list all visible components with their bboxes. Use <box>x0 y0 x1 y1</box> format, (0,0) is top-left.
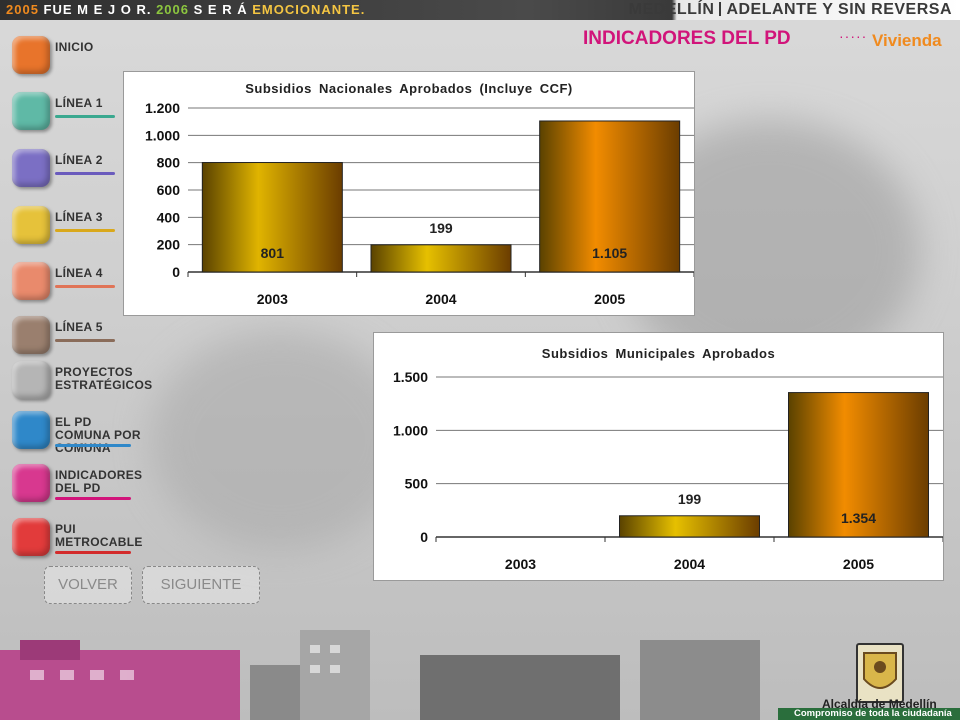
y-tick-label: 1.000 <box>145 127 180 143</box>
sidebar-item-linea-5[interactable]: LÍNEA 5 <box>12 316 147 360</box>
sidebar-item-indicadores[interactable]: INDICADORES DEL PD <box>12 464 147 508</box>
nav-underline <box>55 444 131 447</box>
nav-button-icon <box>12 149 50 187</box>
sidebar-item-label: LÍNEA 3 <box>55 210 103 224</box>
sidebar-item-label: LÍNEA 5 <box>55 320 103 334</box>
x-tick-label: 2005 <box>594 291 625 307</box>
slogan-year-2005: 2005 <box>6 2 39 17</box>
nav-underline <box>55 285 115 288</box>
next-button[interactable]: SIGUIENTE <box>142 566 260 604</box>
nav-button-icon <box>12 361 50 399</box>
background-photo-crowd <box>150 330 410 550</box>
bar-2005 <box>539 120 681 273</box>
city-illustration <box>0 630 760 720</box>
slogan: 2005 FUE M E J O R. 2006 S E R Á EMOCION… <box>6 2 365 17</box>
brand-title: MEDELLÍN ADELANTE Y SIN REVERSA <box>629 1 952 19</box>
logo-tagline-strip: Compromiso de toda la ciudadanía <box>778 708 960 720</box>
sidebar-item-inicio[interactable]: INICIO <box>12 36 147 80</box>
x-tick-label: 2004 <box>425 291 456 307</box>
slogan-text-2: S E R Á <box>193 2 248 17</box>
sidebar-item-label: INDICADORES DEL PD <box>55 468 143 495</box>
sidebar-item-label: PUI METROCABLE <box>55 522 143 549</box>
sidebar-item-label: LÍNEA 1 <box>55 96 103 110</box>
y-tick-label: 200 <box>157 237 181 253</box>
sidebar-item-proyectos-estrategicos[interactable]: PROYECTOS ESTRATÉGICOS <box>12 361 153 405</box>
data-label-2003: 801 <box>261 245 285 261</box>
sidebar-item-linea-1[interactable]: LÍNEA 1 <box>12 92 147 136</box>
sidebar-item-linea-2[interactable]: LÍNEA 2 <box>12 149 147 193</box>
sidebar-item-label: LÍNEA 4 <box>55 266 103 280</box>
page-subtitle: Vivienda <box>872 31 942 50</box>
nav-button-icon <box>12 316 50 354</box>
sidebar-item-label: LÍNEA 2 <box>55 153 103 167</box>
nav-button-icon <box>12 262 50 300</box>
title-separator: ····· <box>839 28 868 44</box>
nav-underline <box>55 229 115 232</box>
nav-underline <box>55 497 131 500</box>
x-tick-label: 2004 <box>674 556 705 572</box>
back-button[interactable]: VOLVER <box>44 566 132 604</box>
bar-2005 <box>788 392 929 538</box>
logo-tagline: Compromiso de toda la ciudadanía <box>794 708 952 719</box>
brand-motto: ADELANTE Y SIN REVERSA <box>726 1 952 18</box>
sidebar-item-label: PROYECTOS ESTRATÉGICOS <box>55 365 153 392</box>
x-tick-label: 2003 <box>505 556 536 572</box>
nav-underline <box>55 339 115 342</box>
data-label-2005: 1.354 <box>841 510 876 526</box>
page-title: INDICADORES DEL PD <box>583 28 791 49</box>
y-tick-label: 400 <box>157 209 181 225</box>
y-tick-label: 500 <box>405 476 429 492</box>
y-tick-label: 600 <box>157 182 181 198</box>
chart-panel-nacionales: Subsidios Nacionales Aprobados (Incluye … <box>123 71 695 316</box>
sidebar-item-linea-3[interactable]: LÍNEA 3 <box>12 206 147 250</box>
bar-chart-municipales: 0 500 1.000 1.500 2003 199 2004 1.354 2005 <box>393 369 943 572</box>
y-tick-label: 1.500 <box>393 369 428 385</box>
bar-2003 <box>201 162 343 273</box>
nav-button-icon <box>12 464 50 502</box>
bar-2004 <box>619 515 760 538</box>
bar-chart-nacionales: 0 200 400 600 800 1.000 1.200 801 2003 199 2004 1.1… <box>145 100 694 307</box>
y-tick-label: 1.200 <box>145 100 180 116</box>
coat-of-arms-logo <box>856 643 904 703</box>
nav-underline <box>55 115 115 118</box>
sidebar-item-linea-4[interactable]: LÍNEA 4 <box>12 262 147 306</box>
x-tick-label: 2003 <box>257 291 288 307</box>
nav-button-icon <box>12 518 50 556</box>
nav-button-icon <box>12 206 50 244</box>
y-tick-label: 0 <box>172 264 180 280</box>
sidebar-item-pui-metrocable[interactable]: PUI METROCABLE <box>12 518 147 562</box>
y-tick-label: 800 <box>157 155 181 171</box>
chart-panel-municipales: Subsidios Municipales Aprobados 0 500 1.00… <box>373 332 944 581</box>
sidebar-item-label: EL PD COMUNA POR COMUNA <box>55 415 141 455</box>
brand-city: MEDELLÍN <box>628 1 715 18</box>
nav-button-icon <box>12 92 50 130</box>
data-label-2004: 199 <box>678 491 702 507</box>
sidebar-item-pd-comuna[interactable]: EL PD COMUNA POR COMUNA <box>12 411 147 455</box>
chart-title: Subsidios Nacionales Aprobados (Incluye … <box>245 81 573 96</box>
nav-underline <box>55 551 131 554</box>
bar-2004 <box>370 244 512 273</box>
logo-name: Alcaldía de Medellín <box>822 697 937 711</box>
x-tick-label: 2005 <box>843 556 874 572</box>
nav-button-icon <box>12 36 50 74</box>
slogan-text-3: EMOCIONANTE. <box>252 2 366 17</box>
slogan-year-2006: 2006 <box>156 2 189 17</box>
top-banner: 2005 FUE M E J O R. 2006 S E R Á EMOCION… <box>0 0 960 20</box>
y-tick-label: 0 <box>420 529 428 545</box>
data-label-2005: 1.105 <box>592 245 627 261</box>
nav-button-icon <box>12 411 50 449</box>
y-tick-label: 1.000 <box>393 422 428 438</box>
chart-title: Subsidios Municipales Aprobados <box>541 346 776 361</box>
slogan-text-1: FUE M E J O R. <box>43 2 152 17</box>
data-label-2004: 199 <box>429 220 453 236</box>
nav-underline <box>55 172 115 175</box>
sidebar-item-label: INICIO <box>55 40 94 54</box>
